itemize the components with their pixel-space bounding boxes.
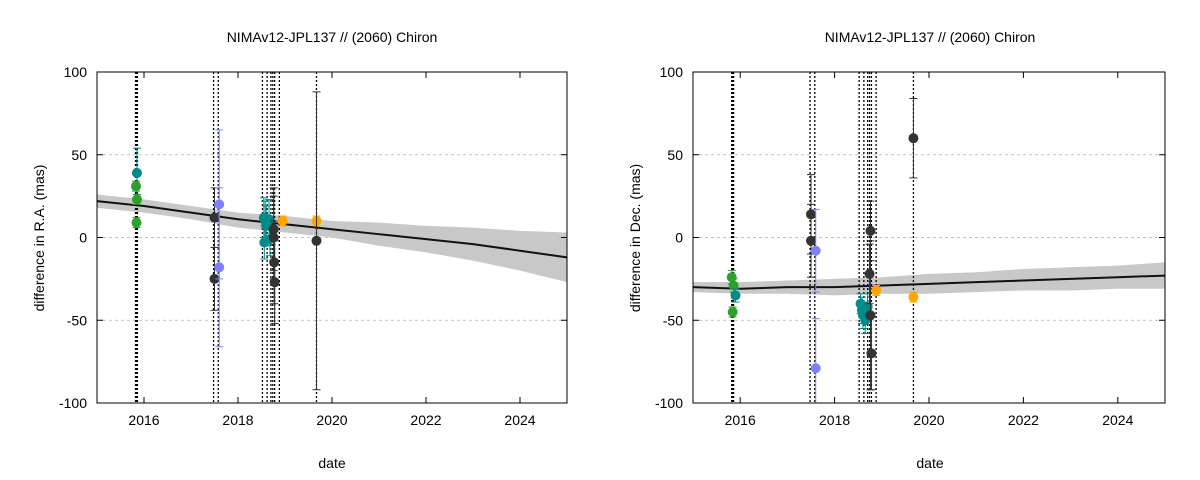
y-tick-label: -50	[67, 312, 87, 328]
x-tick-label: 2020	[316, 412, 347, 428]
data-point	[727, 306, 738, 317]
data-point	[871, 285, 882, 296]
data-point	[810, 245, 821, 256]
data-point	[865, 310, 876, 321]
x-tick-label: 2018	[819, 412, 850, 428]
chart-ra: NIMAv12-JPL137 // (2060) Chiron date dif…	[31, 29, 568, 471]
data-point	[806, 235, 816, 246]
y-tick-label: -100	[59, 395, 87, 411]
data-point	[730, 290, 741, 301]
x-tick-label: 2018	[222, 412, 253, 428]
data-point	[908, 292, 919, 303]
data-point	[726, 272, 737, 283]
y-tick-label: -100	[655, 395, 683, 411]
data-point	[810, 363, 821, 374]
chart-title: NIMAv12-JPL137 // (2060) Chiron	[227, 29, 438, 45]
data-point	[214, 262, 225, 273]
y-axis-label: difference in Dec. (mas)	[627, 164, 643, 312]
data-point	[264, 214, 275, 225]
y-tick-label: 100	[64, 64, 88, 80]
y-axis-label: difference in R.A. (mas)	[31, 165, 47, 312]
y-tick-label: 0	[675, 230, 683, 246]
x-tick-label: 2016	[725, 412, 756, 428]
x-tick-label: 2022	[410, 412, 441, 428]
x-axis-label: date	[916, 455, 943, 471]
data-point	[131, 181, 142, 192]
data-point	[269, 277, 280, 288]
y-tick-label: 0	[79, 230, 87, 246]
chart-title: NIMAv12-JPL137 // (2060) Chiron	[825, 29, 1036, 45]
model-line	[96, 200, 568, 259]
x-tick-label: 2016	[128, 412, 159, 428]
y-tick-label: -50	[663, 312, 683, 328]
data-point	[131, 217, 142, 228]
x-tick-label: 2024	[1102, 412, 1133, 428]
data-point	[908, 133, 919, 144]
x-tick-label: 2024	[504, 412, 535, 428]
data-point	[866, 348, 877, 359]
data-point	[865, 225, 876, 236]
data-point	[131, 167, 142, 178]
data-point	[728, 280, 739, 291]
data-point	[209, 273, 220, 284]
y-tick-label: 50	[71, 147, 87, 163]
x-axis-label: date	[318, 455, 345, 471]
model-line	[692, 274, 1166, 290]
data-point	[311, 235, 322, 246]
data-point	[277, 215, 288, 226]
chart-dec: NIMAv12-JPL137 // (2060) Chiron date dif…	[627, 29, 1166, 471]
data-point	[209, 212, 220, 223]
data-point	[864, 268, 875, 279]
model-uncertainty-band	[97, 194, 567, 283]
data-point	[131, 194, 142, 205]
x-tick-label: 2022	[1008, 412, 1039, 428]
y-tick-label: 50	[667, 147, 683, 163]
y-tick-label: 100	[660, 64, 684, 80]
x-tick-label: 2020	[913, 412, 944, 428]
